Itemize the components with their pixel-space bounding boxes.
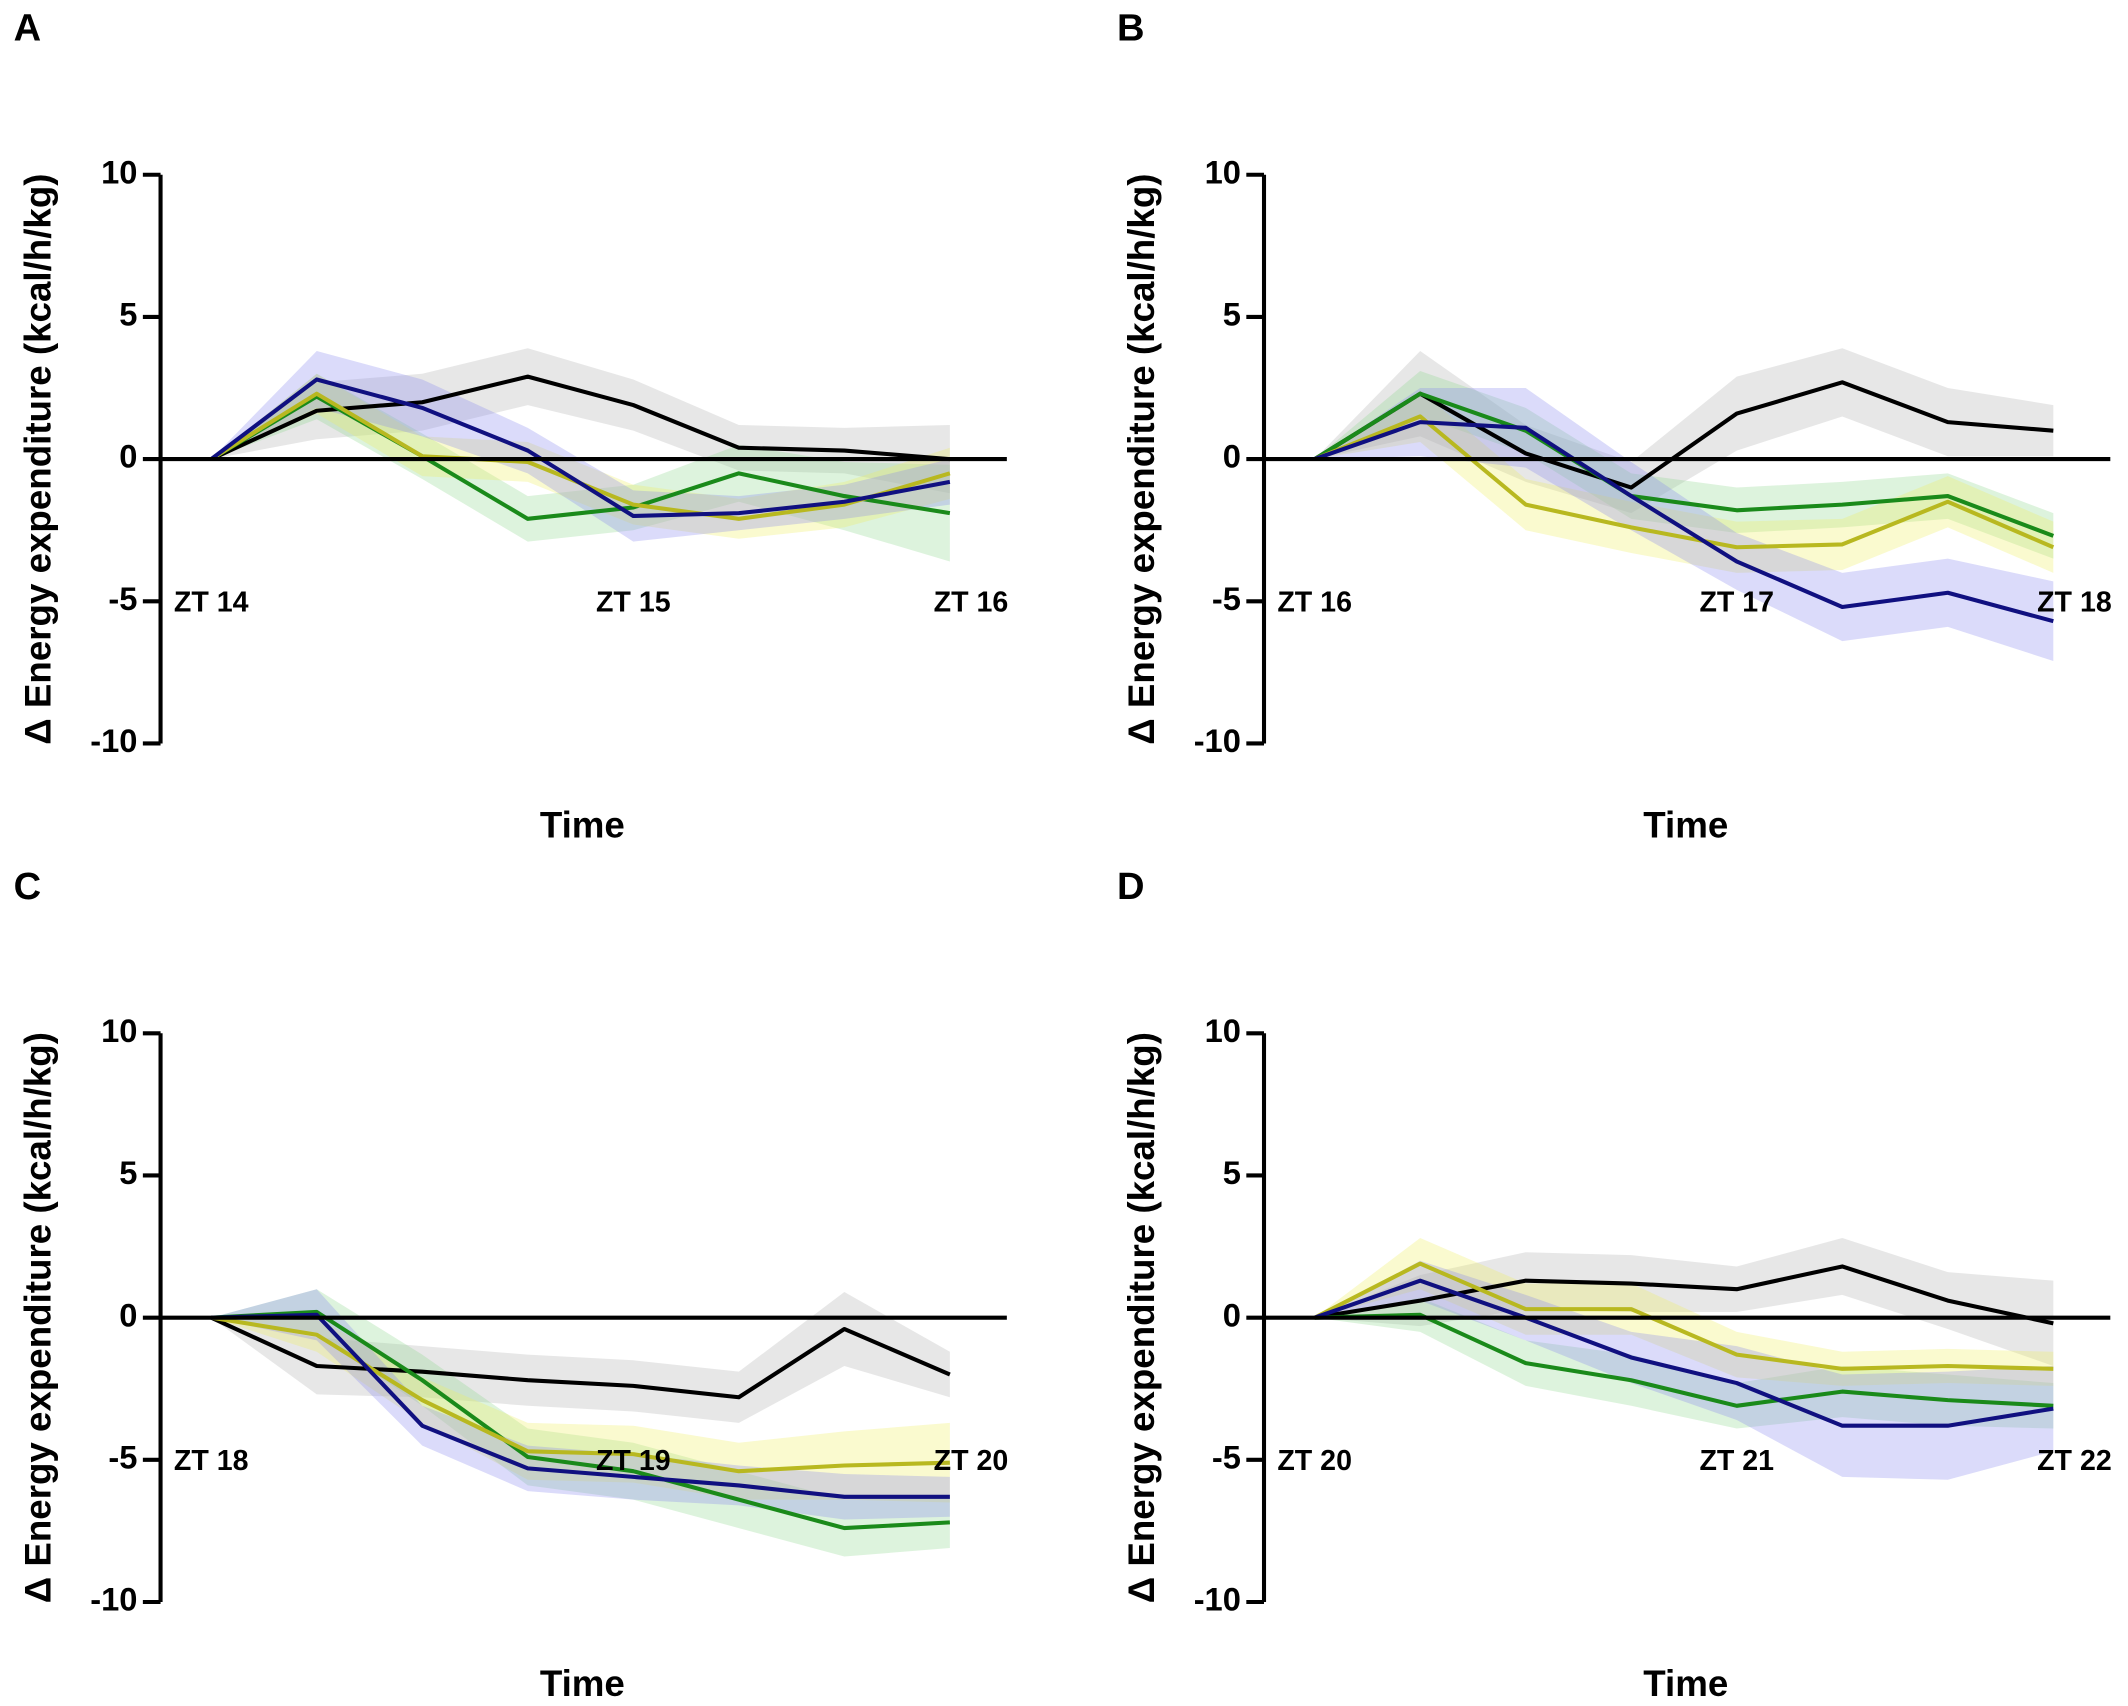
series-line <box>211 1309 950 1531</box>
error-band <box>211 1292 950 1423</box>
x-axis-label: Time <box>1643 805 1728 846</box>
x-tick-label: ZT 20 <box>934 1445 1009 1477</box>
y-axis-label: Δ Energy expenditure (kcal/h/kg) <box>1121 1032 1162 1603</box>
error-band <box>211 373 950 539</box>
error-band <box>1314 1238 2054 1366</box>
series-line <box>209 377 951 519</box>
panel-label: B <box>1117 8 1145 50</box>
panel: A Δ Energy expenditure (kcal/h/kg) Time -10… <box>14 8 1009 846</box>
y-tick-label: -10 <box>90 722 137 759</box>
series-line <box>210 374 951 462</box>
x-axis-label: Time <box>540 1663 625 1704</box>
error-band <box>211 351 950 542</box>
error-band <box>1314 388 2054 662</box>
y-tick-label: 0 <box>119 438 137 475</box>
y-tick-label: -10 <box>1194 1581 1241 1618</box>
panel-label: A <box>14 8 42 50</box>
error-band <box>1314 1238 2054 1386</box>
series-line <box>1313 414 2055 550</box>
y-tick-label: 10 <box>1205 153 1241 190</box>
x-tick-label: ZT 16 <box>934 587 1009 619</box>
y-axis-label: Δ Energy expenditure (kcal/h/kg) <box>18 1032 59 1603</box>
y-tick-label: -5 <box>1212 1438 1241 1475</box>
y-axis-label: Δ Energy expenditure (kcal/h/kg) <box>18 174 59 745</box>
x-tick-label: ZT 20 <box>1277 1445 1352 1477</box>
y-tick-label: -10 <box>90 1581 137 1618</box>
error-band <box>1314 370 2054 559</box>
series-line <box>1313 420 2054 624</box>
series-line <box>1313 1261 2054 1371</box>
x-tick-label: ZT 19 <box>596 1445 671 1477</box>
y-tick-label: 5 <box>1223 296 1241 333</box>
y-tick-label: 5 <box>119 296 137 333</box>
panel-label: C <box>14 866 42 908</box>
x-tick-label: ZT 14 <box>174 587 249 619</box>
y-tick-label: 0 <box>1223 1296 1241 1333</box>
panel: B Δ Energy expenditure (kcal/h/kg) Time -10… <box>1117 8 2112 846</box>
x-axis-label: Time <box>1643 1663 1728 1704</box>
series-line <box>211 1312 950 1499</box>
panel: C Δ Energy expenditure (kcal/h/kg) Time -10… <box>14 866 1009 1704</box>
x-tick-label: ZT 18 <box>2037 587 2112 619</box>
error-band <box>211 348 950 494</box>
series-line <box>1313 391 2055 538</box>
x-tick-label: ZT 18 <box>174 1445 249 1477</box>
x-tick-label: ZT 16 <box>1277 587 1352 619</box>
error-band <box>1314 1297 2054 1429</box>
y-tick-label: 10 <box>1205 1012 1241 1049</box>
panel-label: D <box>1117 866 1145 908</box>
y-tick-label: 0 <box>119 1296 137 1333</box>
x-tick-label: ZT 21 <box>1699 1445 1774 1477</box>
y-tick-label: -5 <box>108 580 137 617</box>
y-tick-label: -5 <box>1212 580 1241 617</box>
y-axis-label: Δ Energy expenditure (kcal/h/kg) <box>1121 174 1162 745</box>
y-tick-label: 10 <box>101 1012 137 1049</box>
error-band <box>1314 348 2054 514</box>
y-tick-label: 5 <box>1223 1154 1241 1191</box>
x-axis-label: Time <box>540 805 625 846</box>
series-line <box>210 1315 950 1474</box>
y-tick-label: 0 <box>1223 438 1241 475</box>
x-tick-label: ZT 15 <box>596 587 671 619</box>
series-line <box>1313 380 2054 490</box>
y-tick-label: -5 <box>108 1438 137 1475</box>
error-band <box>1314 390 2054 573</box>
panel: D Δ Energy expenditure (kcal/h/kg) Time -10… <box>1117 866 2112 1704</box>
error-band <box>211 373 950 562</box>
y-tick-label: -10 <box>1194 722 1241 759</box>
y-tick-label: 5 <box>119 1154 137 1191</box>
y-tick-label: 10 <box>101 153 137 190</box>
series-line <box>210 1315 951 1400</box>
x-tick-label: ZT 17 <box>1699 587 1774 619</box>
series-line <box>1314 1264 2054 1326</box>
series-line <box>1314 1312 2054 1408</box>
x-tick-label: ZT 22 <box>2037 1445 2112 1477</box>
series-line <box>1313 1278 2054 1428</box>
